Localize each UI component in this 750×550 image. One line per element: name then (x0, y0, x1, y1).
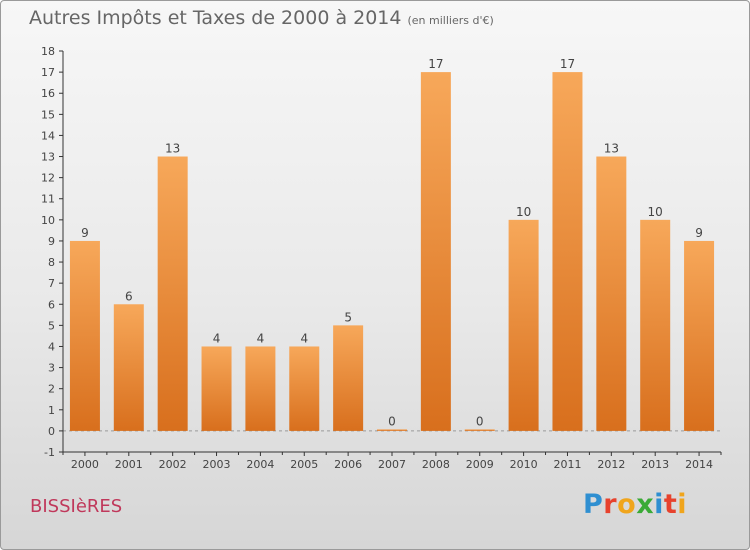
x-tick-label-2009: 2009 (466, 458, 494, 471)
y-tick-label: 15 (41, 108, 55, 121)
x-tick-label-2013: 2013 (641, 458, 669, 471)
y-tick-label: -1 (44, 446, 55, 459)
x-tick-label-2002: 2002 (159, 458, 187, 471)
bar-2013 (640, 219, 671, 431)
data-label-2013: 10 (648, 205, 663, 219)
location-label: BISSIèRES (30, 496, 123, 517)
logo-letter: i (677, 489, 688, 520)
y-tick-label: 17 (41, 66, 55, 79)
data-label-2006: 5 (344, 310, 352, 324)
data-label-2005: 4 (300, 331, 308, 345)
y-tick-label: 12 (41, 172, 55, 185)
data-label-2010: 10 (516, 205, 531, 219)
logo-letter: P (583, 489, 604, 520)
x-tick-label-2011: 2011 (553, 458, 581, 471)
bar-2007 (377, 429, 407, 431)
x-tick-label-2014: 2014 (685, 458, 713, 471)
data-label-2011: 17 (560, 57, 575, 71)
x-tick-label-2007: 2007 (378, 458, 406, 471)
bar-2012 (596, 156, 627, 431)
data-label-2002: 13 (165, 142, 180, 156)
bar-2005 (289, 346, 320, 431)
logo-letter: i (654, 489, 664, 520)
proxiti-logo[interactable]: Proxiti (583, 489, 687, 520)
bar-2003 (201, 346, 232, 431)
chart-title: Autres Impôts et Taxes de 2000 à 2014 (en… (29, 7, 494, 29)
chart-title-text: Autres Impôts et Taxes de 2000 à 2014 (29, 7, 402, 29)
data-label-2012: 13 (604, 142, 619, 156)
bar-2009 (464, 429, 495, 431)
bar-2001 (113, 304, 144, 431)
y-tick-label: 1 (48, 404, 55, 417)
bar-2008 (420, 72, 451, 431)
data-label-2014: 9 (695, 226, 703, 240)
y-tick-label: 16 (41, 87, 55, 100)
data-label-2008: 17 (428, 57, 443, 71)
bar-2000 (69, 240, 100, 431)
chart-subtitle: (en milliers d'€) (407, 14, 494, 27)
bar-2010 (508, 219, 539, 431)
y-tick-label: 3 (48, 362, 55, 375)
data-label-2007: 0 (388, 414, 396, 428)
x-tick-label-2000: 2000 (71, 458, 99, 471)
data-label-2000: 9 (81, 226, 89, 240)
y-tick-label: 13 (41, 151, 55, 164)
x-tick-label-2008: 2008 (422, 458, 450, 471)
y-tick-label: 10 (41, 214, 55, 227)
y-tick-label: 5 (48, 319, 55, 332)
bar-2002 (157, 156, 188, 431)
y-tick-label: 4 (48, 340, 55, 353)
bar-2014 (684, 240, 715, 431)
bar-2004 (245, 346, 276, 431)
y-tick-label: 6 (48, 298, 55, 311)
logo-letter: o (617, 489, 637, 520)
y-tick-label: 11 (41, 193, 55, 206)
x-tick-label-2003: 2003 (203, 458, 231, 471)
data-label-2001: 6 (125, 289, 133, 303)
x-tick-label-2004: 2004 (246, 458, 274, 471)
data-labels: 9 6 13 4 4 4 5 0 17 0 10 17 13 10 9 (81, 57, 703, 428)
y-tick-label: 7 (48, 277, 55, 290)
logo-letter: x (636, 489, 655, 520)
x-tick-label-2012: 2012 (597, 458, 625, 471)
logo-letter: r (603, 489, 618, 520)
y-tick-label: 18 (41, 45, 55, 58)
y-tick-label: 14 (41, 129, 55, 142)
logo-letter: t (663, 489, 678, 520)
y-tick-label: 2 (48, 383, 55, 396)
x-axis: 2000 2001 2002 2003 2004 2005 2006 2007 2008 2009… (62, 451, 722, 471)
bar-2006 (333, 325, 364, 431)
bars (69, 72, 715, 431)
x-tick-label-2001: 2001 (115, 458, 143, 471)
y-tick-label: 0 (48, 425, 55, 438)
y-tick-label: 8 (48, 256, 55, 269)
x-tick-label-2010: 2010 (510, 458, 538, 471)
data-label-2004: 4 (257, 331, 265, 345)
x-tick-label-2006: 2006 (334, 458, 362, 471)
x-tick-label-2005: 2005 (290, 458, 318, 471)
y-tick-label: 9 (48, 235, 55, 248)
data-label-2009: 0 (476, 414, 484, 428)
bar-2011 (552, 72, 583, 431)
data-label-2003: 4 (213, 331, 221, 345)
